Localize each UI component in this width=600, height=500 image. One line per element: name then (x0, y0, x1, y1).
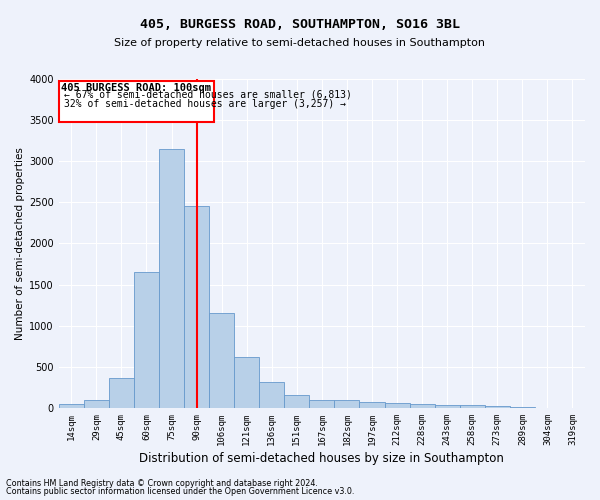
Bar (385, 402, 410, 408)
Text: ← 67% of semi-detached houses are smaller (6,813): ← 67% of semi-detached houses are smalle… (64, 90, 352, 100)
Bar (359, 402, 385, 408)
Bar (259, 382, 284, 408)
Bar (485, 406, 510, 408)
Bar (159, 149, 184, 408)
Y-axis label: Number of semi-detached properties: Number of semi-detached properties (15, 147, 25, 340)
Bar (209, 314, 234, 408)
Bar (84, 400, 109, 408)
Bar (410, 404, 434, 408)
Text: 32% of semi-detached houses are larger (3,257) →: 32% of semi-detached houses are larger (… (64, 98, 346, 108)
Bar (109, 378, 134, 408)
X-axis label: Distribution of semi-detached houses by size in Southampton: Distribution of semi-detached houses by … (139, 452, 505, 465)
Bar (184, 206, 209, 408)
FancyBboxPatch shape (59, 82, 214, 122)
Text: 405 BURGESS ROAD: 100sqm: 405 BURGESS ROAD: 100sqm (61, 83, 211, 93)
Text: Size of property relative to semi-detached houses in Southampton: Size of property relative to semi-detach… (115, 38, 485, 48)
Bar (59, 404, 84, 408)
Bar (334, 400, 359, 408)
Text: Contains HM Land Registry data © Crown copyright and database right 2024.: Contains HM Land Registry data © Crown c… (6, 478, 318, 488)
Text: 405, BURGESS ROAD, SOUTHAMPTON, SO16 3BL: 405, BURGESS ROAD, SOUTHAMPTON, SO16 3BL (140, 18, 460, 30)
Bar (310, 400, 334, 408)
Bar (234, 357, 259, 408)
Text: Contains public sector information licensed under the Open Government Licence v3: Contains public sector information licen… (6, 487, 355, 496)
Bar (284, 395, 310, 408)
Bar (434, 404, 460, 408)
Bar (510, 407, 535, 408)
Bar (460, 406, 485, 408)
Bar (134, 272, 159, 408)
